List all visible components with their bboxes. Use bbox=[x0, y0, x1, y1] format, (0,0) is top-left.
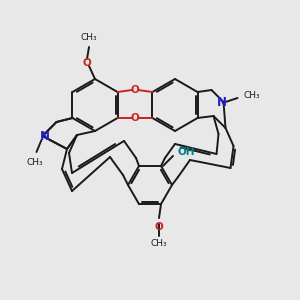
Text: OH: OH bbox=[177, 147, 194, 157]
Text: CH₃: CH₃ bbox=[81, 33, 97, 42]
Text: CH₃: CH₃ bbox=[26, 158, 43, 167]
Text: N: N bbox=[217, 95, 226, 109]
Text: N: N bbox=[40, 130, 50, 142]
Text: CH₃: CH₃ bbox=[151, 239, 167, 248]
Text: O: O bbox=[154, 222, 164, 232]
Text: O: O bbox=[130, 85, 140, 95]
Text: CH₃: CH₃ bbox=[244, 92, 260, 100]
Text: O: O bbox=[82, 58, 91, 68]
Text: O: O bbox=[130, 113, 140, 123]
